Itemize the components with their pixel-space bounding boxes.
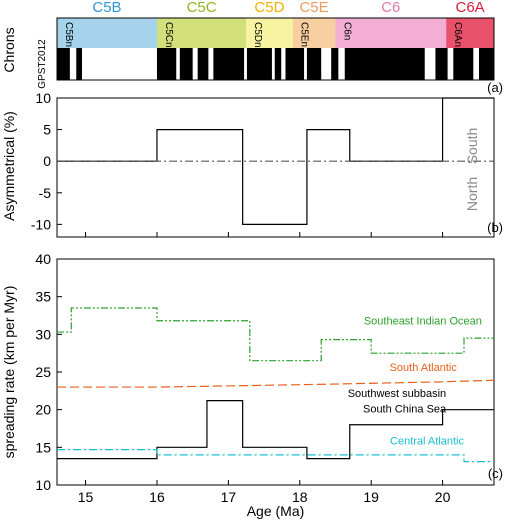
chron-label: C6A bbox=[455, 0, 484, 16]
y-axis-label: spreading rate (km per Myr) bbox=[1, 286, 17, 459]
series-annotation: South China Sea bbox=[363, 404, 447, 416]
y-tick-label: 25 bbox=[35, 364, 51, 380]
normal-polarity-block bbox=[285, 48, 305, 80]
normal-polarity-block bbox=[274, 48, 282, 80]
series-annotation: Southwest subbasin bbox=[348, 388, 446, 400]
timescale-frame bbox=[56, 17, 495, 81]
chron-label: C5E bbox=[299, 0, 328, 16]
chrons-axis-label: Chrons bbox=[1, 27, 17, 72]
normal-polarity-block bbox=[246, 48, 272, 80]
asymmetry-panel: -10 -5 0 5 10 South North Asymmetrical (%) (b) bbox=[1, 90, 503, 238]
series-annotation: South Atlantic bbox=[390, 362, 458, 374]
chron-band bbox=[246, 18, 293, 48]
chron-band bbox=[156, 18, 247, 48]
series-annotation: Central Atlantic bbox=[390, 435, 464, 447]
y-tick-label: 10 bbox=[35, 90, 51, 106]
y-tick-label: 20 bbox=[35, 402, 51, 418]
series-annotation: Southeast Indian Ocean bbox=[364, 316, 482, 328]
y-tick-label: 10 bbox=[35, 477, 51, 493]
subchron-label: C5En bbox=[299, 22, 310, 47]
series-line bbox=[57, 307, 494, 362]
x-tick-label: 15 bbox=[78, 489, 94, 505]
normal-polarity-block bbox=[76, 48, 82, 80]
x-tick-label: 17 bbox=[221, 489, 237, 505]
series-line bbox=[57, 448, 494, 463]
x-tick-label: 16 bbox=[149, 489, 165, 505]
normal-polarity-block bbox=[435, 48, 448, 80]
chron-band bbox=[335, 18, 447, 48]
series-line bbox=[57, 379, 495, 388]
timescale-panel: C5B C5Bn C5C C5Cn C5D C5Dn C5E C5En C6 C6n C6A C6An… bbox=[1, 0, 503, 95]
normal-polarity-block bbox=[197, 48, 209, 80]
x-tick-label: 19 bbox=[363, 489, 379, 505]
asymmetry-line bbox=[57, 97, 494, 225]
x-tick-label: 18 bbox=[292, 489, 308, 505]
panel-label: (b) bbox=[487, 220, 503, 235]
normal-polarity-block bbox=[453, 48, 474, 80]
chron-band bbox=[446, 18, 494, 48]
subchron-label: C5Bn bbox=[63, 22, 74, 47]
subchron-label: C5Dn bbox=[252, 22, 263, 48]
y-tick-label: 5 bbox=[43, 122, 51, 138]
y-tick-label: 0 bbox=[43, 153, 51, 169]
subchron-label: C5Cn bbox=[163, 22, 174, 48]
gpts-label: GPST2012 bbox=[37, 39, 48, 89]
south-label: South bbox=[464, 128, 480, 165]
series-line bbox=[57, 400, 494, 460]
chron-label: C6 bbox=[381, 0, 400, 16]
subchron-label: C6An bbox=[452, 22, 463, 47]
spreading-rate-panel: 10 15 20 25 30 35 40 15 16 17 18 19 20 Southeast Indi… bbox=[1, 251, 503, 519]
normal-polarity-block bbox=[306, 48, 322, 80]
x-axis-label: Age (Ma) bbox=[247, 503, 305, 519]
normal-polarity-block bbox=[156, 48, 177, 80]
y-tick-label: 30 bbox=[35, 326, 51, 342]
plot-frame bbox=[56, 97, 495, 238]
normal-polarity-block bbox=[179, 48, 193, 80]
chron-band bbox=[292, 18, 336, 48]
y-tick-label: 35 bbox=[35, 289, 51, 305]
y-axis-label: Asymmetrical (%) bbox=[1, 111, 17, 221]
y-tick-label: 40 bbox=[35, 251, 51, 267]
north-label: North bbox=[464, 177, 480, 211]
panel-label: (c) bbox=[488, 466, 503, 481]
x-tick-label: 20 bbox=[435, 489, 451, 505]
panel-label: (a) bbox=[487, 80, 503, 95]
normal-polarity-block bbox=[344, 48, 425, 80]
subchron-label: C6n bbox=[341, 22, 352, 40]
normal-polarity-block bbox=[331, 48, 339, 80]
normal-polarity-block bbox=[479, 48, 494, 80]
y-tick-label: -10 bbox=[31, 216, 51, 232]
chron-label: C5D bbox=[254, 0, 284, 16]
y-tick-label: -5 bbox=[39, 185, 52, 201]
normal-polarity-block bbox=[57, 48, 70, 80]
chron-band bbox=[57, 18, 157, 48]
y-tick-label: 15 bbox=[35, 439, 51, 455]
chron-label: C5B bbox=[92, 0, 121, 16]
chron-label: C5C bbox=[187, 0, 217, 16]
normal-polarity-block bbox=[213, 48, 245, 80]
